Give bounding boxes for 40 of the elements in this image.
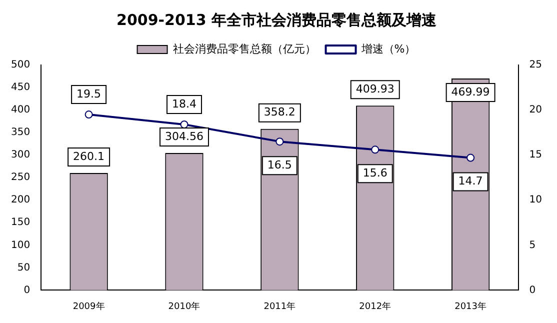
point [466,154,475,162]
data-label: 14.7 [458,174,483,188]
point [371,146,380,154]
y-tick-label: 250 [10,172,30,184]
y2-tick-label: 0 [529,284,536,296]
data-label: 409.93 [356,82,394,96]
y-tick-label: 400 [10,104,30,116]
x-tick-label: 2010年 [168,300,200,312]
point [180,120,188,128]
y2-tick-label: 10 [529,194,542,206]
data-label: 304.56 [164,130,204,143]
y-tick-label: 150 [10,217,30,228]
point [276,138,284,146]
legend-label: 增速（%） [360,42,416,56]
legend-label: 社会消费品零售总额（亿元） [172,42,316,56]
y2-tick-label: 5 [529,240,536,251]
x-tick-label: 2011年 [264,300,296,312]
y2-tick-label: 15 [529,150,542,161]
x-tick-label: 2013年 [454,300,487,312]
y2-tick-label: 25 [529,60,542,71]
y-tick-label: 0 [24,284,30,296]
data-label: 260.1 [73,150,105,163]
chart-title: 2009-2013 年全市社会消费品零售总额及增速 [116,10,438,29]
data-label: 15.6 [362,166,388,180]
y-tick-label: 450 [10,82,30,94]
data-label: 16.5 [267,158,292,172]
y-tick-label: 300 [10,150,30,161]
y-tick-label: 350 [10,127,30,138]
y-tick-label: 50 [17,262,30,274]
y-tick-label: 500 [10,60,30,71]
x-tick-label: 2012年 [359,300,392,312]
y-tick-label: 200 [10,194,30,206]
y2-tick-label: 20 [529,104,542,116]
x-tick-label: 2009年 [72,300,105,312]
data-label: 18.4 [172,97,196,110]
point [84,110,93,119]
data-label: 19.5 [76,87,102,100]
data-label: 469.99 [451,85,490,98]
data-label: 358.2 [264,106,296,119]
y-tick-label: 100 [10,240,30,251]
